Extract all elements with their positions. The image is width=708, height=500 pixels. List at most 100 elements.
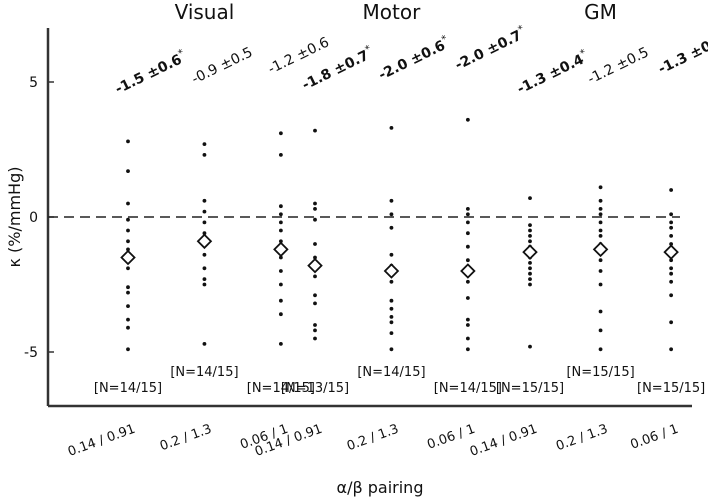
data-point xyxy=(598,228,603,233)
data-point xyxy=(598,347,603,352)
significance-marker: * xyxy=(440,34,449,46)
data-point xyxy=(126,139,130,144)
data-point xyxy=(278,312,283,317)
y-tick-label: -5 xyxy=(24,345,38,361)
x-axis-label: α/β pairing xyxy=(337,478,424,497)
data-point xyxy=(598,212,603,217)
significance-marker: * xyxy=(516,24,525,36)
sd-value: ±0.6 xyxy=(294,34,332,63)
mean-marker xyxy=(307,257,323,274)
group-title: Visual xyxy=(175,0,235,24)
data-point xyxy=(598,185,603,190)
mean-marker xyxy=(592,241,609,258)
data-point xyxy=(528,282,532,287)
data-point xyxy=(126,266,130,271)
data-point xyxy=(598,282,603,287)
data-point xyxy=(528,223,532,228)
data-point xyxy=(389,298,394,303)
mean-marker xyxy=(120,249,136,266)
data-point xyxy=(528,344,532,349)
significance-marker: * xyxy=(177,48,186,60)
data-point xyxy=(528,261,532,265)
data-point xyxy=(389,279,394,284)
data-point xyxy=(669,293,674,298)
data-point xyxy=(278,298,283,303)
data-point xyxy=(598,269,603,273)
group-title: GM xyxy=(584,0,617,24)
n-count-label: [N=15/15] xyxy=(496,381,564,396)
data-point xyxy=(126,169,130,174)
data-point xyxy=(389,126,394,130)
mean-annotation: -1.5 ±0.6* xyxy=(112,48,189,98)
data-point xyxy=(313,242,317,246)
data-point xyxy=(465,207,470,211)
data-point xyxy=(278,204,283,209)
mean-annotation: -0.9 ±0.5 xyxy=(189,44,255,87)
mean-marker xyxy=(196,233,213,250)
data-point xyxy=(202,198,207,203)
sd-value: ±0.6 xyxy=(408,38,448,68)
data-point xyxy=(278,228,283,233)
x-tick-label: 0.06 / 1 xyxy=(628,422,680,453)
mean-marker xyxy=(383,263,400,279)
data-point xyxy=(669,347,674,352)
data-point xyxy=(126,325,130,330)
data-point xyxy=(278,255,283,260)
data-point xyxy=(313,293,317,298)
x-tick-label: 0.14 / 0.91 xyxy=(66,422,137,460)
data-point xyxy=(669,188,674,192)
n-count-label: [N=14/15] xyxy=(357,365,425,380)
sd-value: ±0.5 xyxy=(614,44,652,73)
data-point xyxy=(278,220,283,225)
data-point xyxy=(126,239,130,244)
data-point xyxy=(313,128,317,133)
y-axis-label: κ (%/mmHg) xyxy=(5,167,24,268)
data-point xyxy=(669,234,674,238)
data-point xyxy=(669,220,674,225)
data-point xyxy=(313,336,317,341)
data-point xyxy=(598,309,603,314)
data-point xyxy=(202,342,207,346)
data-point xyxy=(528,271,532,276)
mean-marker xyxy=(273,241,289,258)
sd-value: ±0.5 xyxy=(218,44,256,73)
data-point xyxy=(465,244,470,249)
data-point xyxy=(202,209,207,214)
data-point xyxy=(389,225,394,230)
data-point xyxy=(278,239,283,244)
data-point xyxy=(278,153,283,157)
mean-annotation: -1.3 ±0.4* xyxy=(514,48,591,98)
data-point xyxy=(528,277,532,281)
data-point xyxy=(126,347,130,352)
data-point xyxy=(313,217,317,222)
mean-annotation: -1.2 ±0.5 xyxy=(585,44,651,87)
data-point xyxy=(465,279,470,284)
data-point xyxy=(389,212,394,217)
data-point xyxy=(202,220,207,225)
data-point xyxy=(278,282,283,287)
data-point xyxy=(202,231,207,236)
data-point xyxy=(465,117,470,122)
mean-annotation: -2.0 ±0.7* xyxy=(452,24,529,74)
data-point xyxy=(389,198,394,203)
data-point xyxy=(313,201,317,206)
data-point xyxy=(465,347,470,352)
data-point xyxy=(313,301,317,306)
data-point xyxy=(598,328,603,333)
data-point xyxy=(465,317,470,322)
data-point xyxy=(202,252,207,257)
data-point xyxy=(389,331,394,335)
data-point xyxy=(465,258,470,263)
data-point xyxy=(669,320,674,325)
n-count-label: [N=14/15] xyxy=(434,381,502,396)
data-point xyxy=(669,225,674,230)
data-point xyxy=(202,153,207,157)
x-tick-label: 0.2 / 1.3 xyxy=(345,422,401,455)
data-point xyxy=(669,279,674,284)
data-point xyxy=(313,274,317,279)
x-tick-label: 0.2 / 1.3 xyxy=(158,422,214,455)
data-point xyxy=(389,315,394,319)
data-point xyxy=(528,196,532,201)
data-point xyxy=(528,234,532,238)
data-point xyxy=(202,266,207,271)
